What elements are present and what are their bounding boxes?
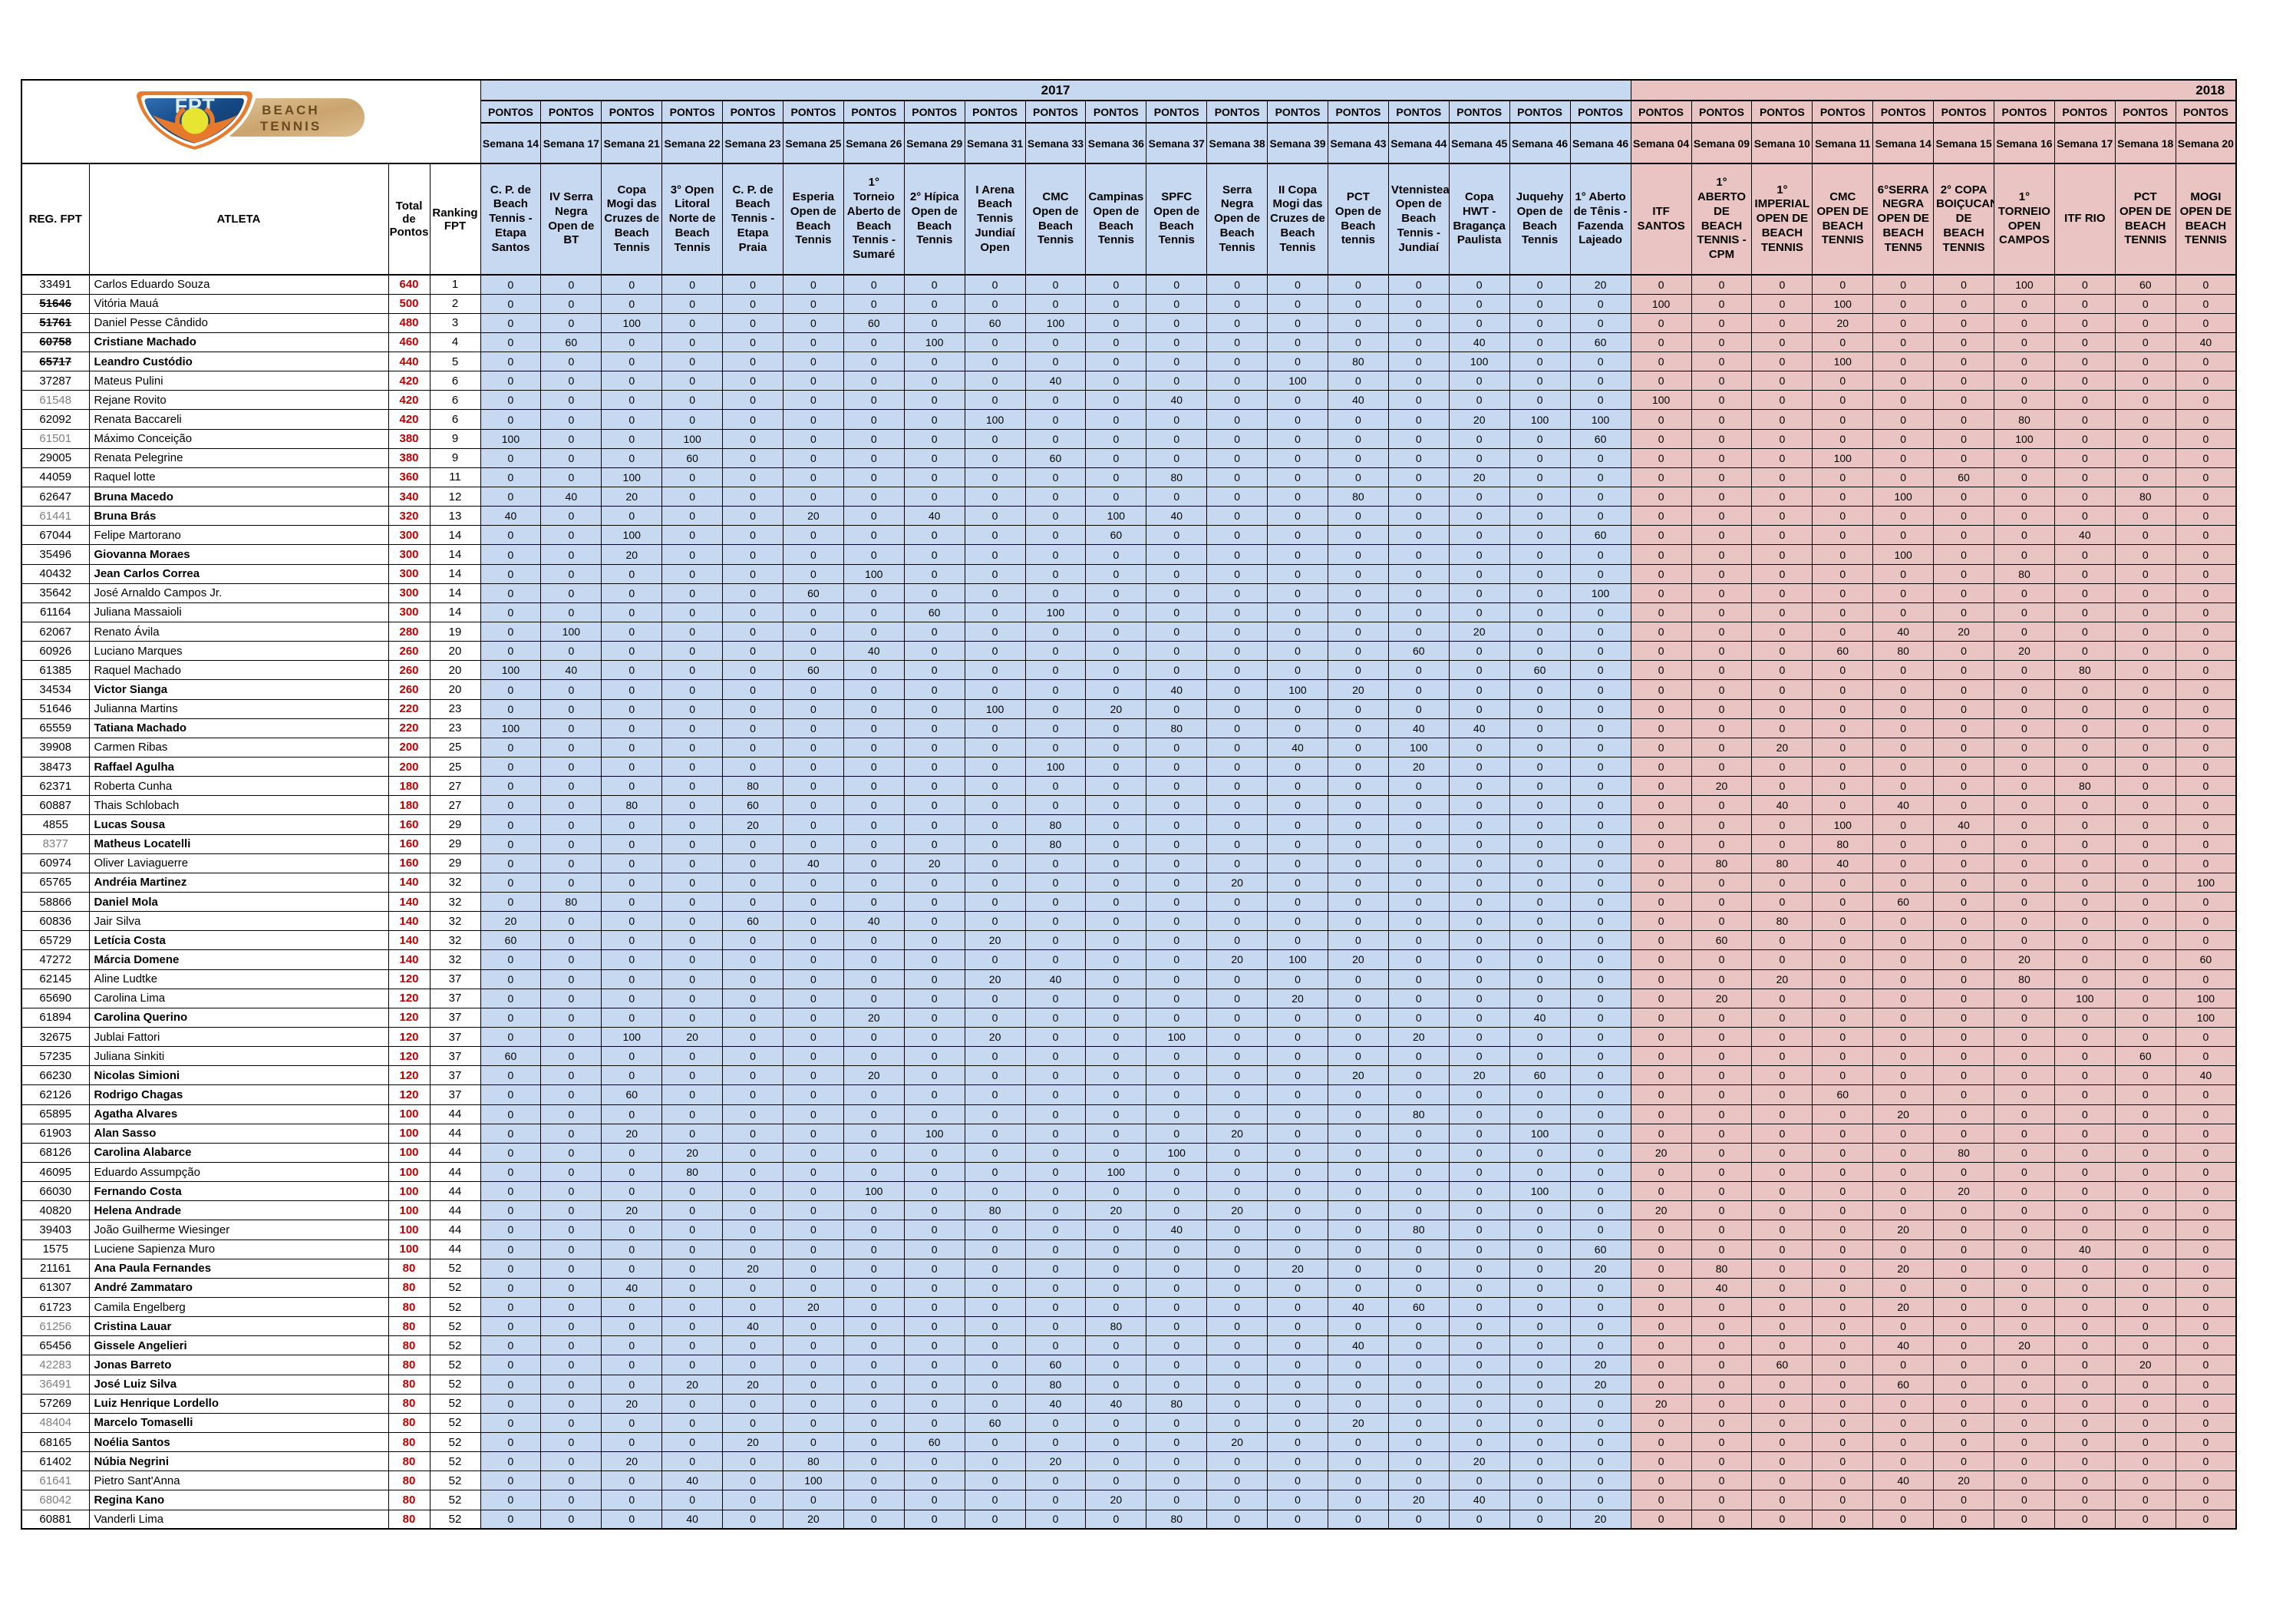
svg-text:BEACH: BEACH xyxy=(262,103,320,117)
svg-text:TENNIS: TENNIS xyxy=(260,119,322,134)
